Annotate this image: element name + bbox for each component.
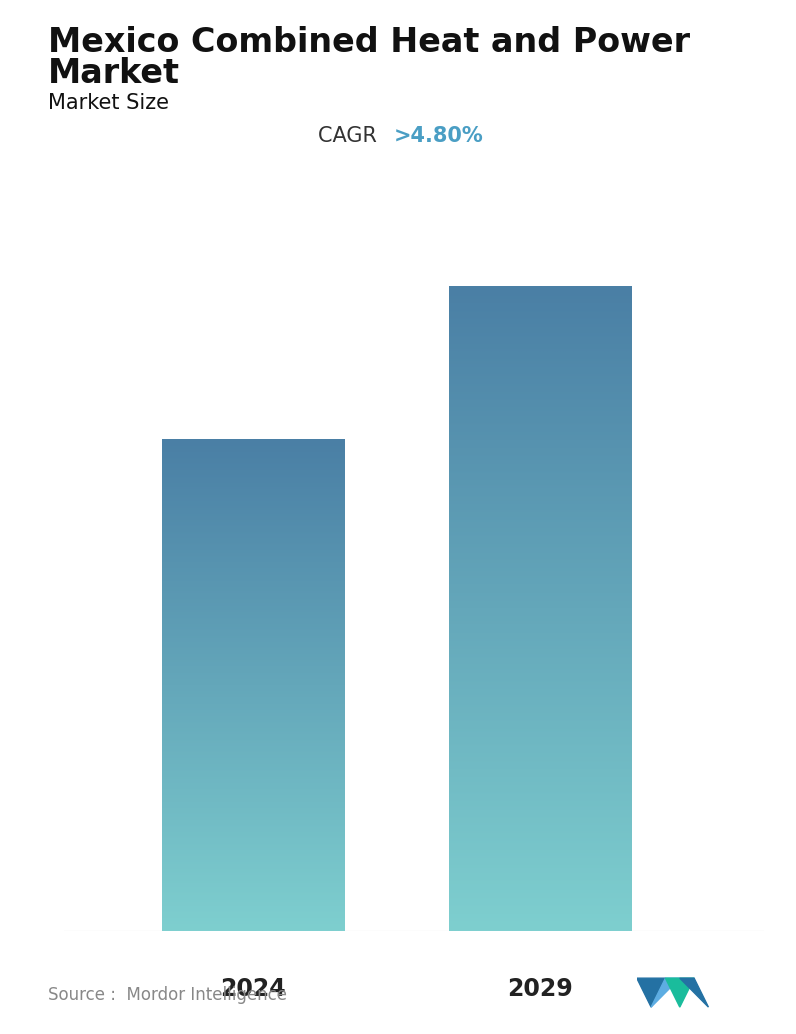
Text: Market: Market xyxy=(48,57,180,90)
Polygon shape xyxy=(637,978,665,1007)
Polygon shape xyxy=(665,978,694,1007)
Text: CAGR: CAGR xyxy=(318,126,384,146)
Text: Market Size: Market Size xyxy=(48,93,169,113)
Text: Mexico Combined Heat and Power: Mexico Combined Heat and Power xyxy=(48,26,690,59)
Polygon shape xyxy=(680,978,708,1007)
Text: >4.80%: >4.80% xyxy=(394,126,484,146)
Text: 2024: 2024 xyxy=(220,977,286,1001)
Text: 2029: 2029 xyxy=(507,977,573,1001)
Text: Source :  Mordor Intelligence: Source : Mordor Intelligence xyxy=(48,985,287,1004)
Polygon shape xyxy=(651,978,680,1007)
